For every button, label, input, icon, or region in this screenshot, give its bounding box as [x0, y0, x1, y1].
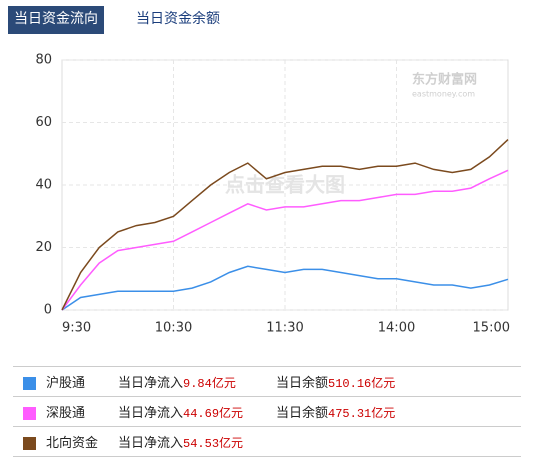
inflow-value: 44.69亿元 — [183, 407, 244, 421]
y-tick-label: 20 — [35, 240, 52, 255]
legend-name-cell: 北向资金 — [13, 426, 118, 457]
tab[interactable]: 当日资金流向 — [8, 6, 104, 34]
watermark: 点击查看大图 — [225, 173, 345, 197]
legend-swatch — [23, 437, 36, 450]
inflow-cell: 当日净流入9.84亿元 — [118, 366, 276, 397]
y-tick-label: 40 — [35, 178, 52, 193]
legend-name: 深股通 — [46, 406, 86, 421]
balance-cell: 当日余额510.16亿元 — [276, 366, 521, 397]
tab[interactable]: 当日资金余额 — [136, 11, 220, 27]
logo-sub: eastmoney.com — [412, 90, 475, 99]
y-tick-label: 0 — [44, 303, 52, 318]
inflow-label: 当日净流入 — [118, 376, 184, 391]
series-line — [61, 139, 509, 311]
legend-row: 沪股通 当日净流入9.84亿元 当日余额510.16亿元 — [13, 366, 521, 397]
x-tick-label: 10:30 — [155, 321, 192, 336]
inflow-cell: 当日净流入44.69亿元 — [118, 396, 276, 427]
series-line — [61, 265, 509, 311]
x-tick-label: 15:00 — [473, 321, 510, 336]
x-tick-label: 14:00 — [378, 321, 415, 336]
legend-name: 沪股通 — [46, 376, 86, 391]
legend-name: 北向资金 — [46, 436, 99, 451]
legend-swatch — [23, 377, 36, 390]
x-tick-label: 11:30 — [266, 321, 303, 336]
balance-cell — [276, 426, 521, 457]
legend-table: 沪股通 当日净流入9.84亿元 当日余额510.16亿元 深股通 当日净流入44.69亿… — [13, 366, 521, 457]
y-tick-label: 60 — [35, 115, 52, 130]
series-line — [61, 169, 509, 311]
legend-name-cell: 沪股通 — [13, 366, 118, 397]
inflow-value: 54.53亿元 — [183, 437, 244, 451]
inflow-label: 当日净流入 — [118, 436, 184, 451]
plot: 0 20 40 60 80 9:30 10:30 11:30 14:00 15:00 — [35, 53, 510, 336]
inflow-cell: 当日净流入54.53亿元 — [118, 426, 276, 457]
inflow-label: 当日净流入 — [118, 406, 184, 421]
x-tick-label: 9:30 — [62, 321, 91, 336]
legend-row: 深股通 当日净流入44.69亿元 当日余额475.31亿元 — [13, 396, 521, 427]
tab-bar: 当日资金流向 当日资金余额 — [8, 6, 252, 34]
legend-swatch — [23, 407, 36, 420]
balance-label: 当日余额 — [276, 406, 329, 421]
balance-value: 510.16亿元 — [328, 377, 396, 391]
legend-name-cell: 深股通 — [13, 396, 118, 427]
logo: 东方财富网 — [412, 72, 477, 88]
balance-cell: 当日余额475.31亿元 — [276, 396, 521, 427]
chart: 点击查看大图 东方财富网 eastmoney.com 0 20 40 60 80 9:30… — [35, 53, 510, 336]
inflow-value: 9.84亿元 — [183, 377, 236, 391]
balance-value: 475.31亿元 — [328, 407, 396, 421]
legend-row: 北向资金 当日净流入54.53亿元 — [13, 426, 521, 457]
balance-label: 当日余额 — [276, 376, 329, 391]
y-tick-label: 80 — [35, 53, 52, 68]
